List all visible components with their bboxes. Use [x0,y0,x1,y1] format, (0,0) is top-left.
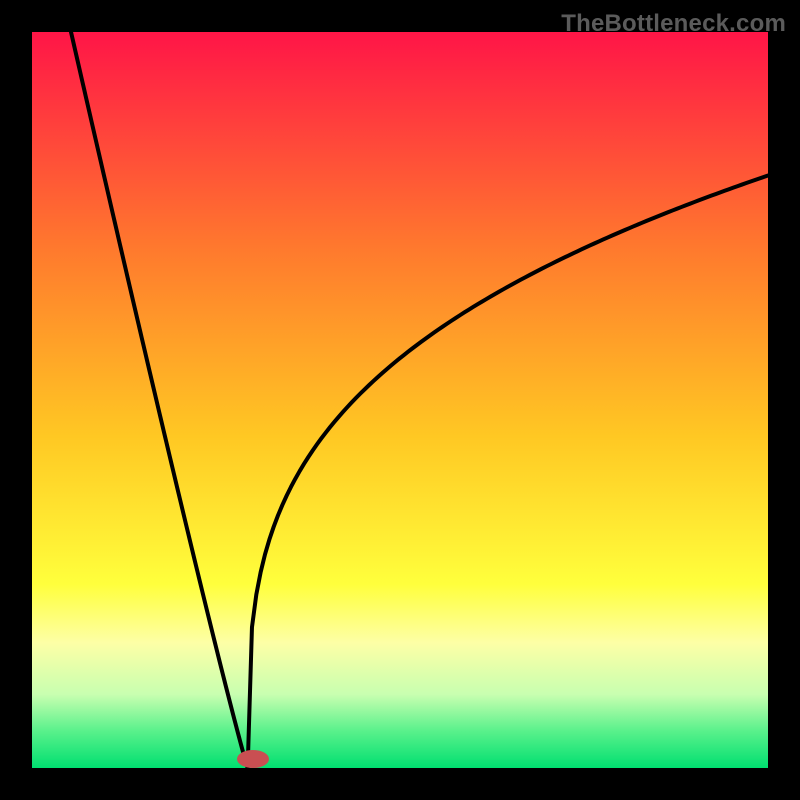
curve-path [71,32,768,768]
bottleneck-curve [32,32,768,768]
chart-container: { "figure": { "width_px": 800, "height_p… [0,0,800,800]
watermark-text: TheBottleneck.com [561,10,786,38]
minimum-marker [237,750,269,768]
plot-area [32,32,768,768]
